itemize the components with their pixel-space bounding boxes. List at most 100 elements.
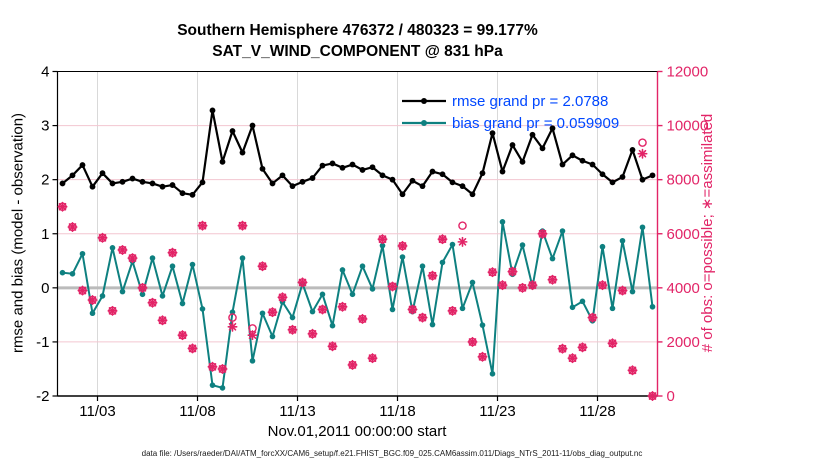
rmse-point [149, 180, 156, 187]
bias-point [139, 291, 146, 298]
obs-assimilated-marker [547, 274, 558, 285]
obs-assimilated-marker [517, 282, 528, 293]
x-tick-label: 11/18 [379, 403, 415, 420]
obs-assimilated-marker [387, 281, 398, 292]
rmse-point [609, 179, 616, 186]
rmse-point [269, 180, 276, 187]
left-tick-label: -1 [36, 334, 49, 351]
rmse-point [219, 158, 226, 165]
obs-asterisk-arm [138, 284, 147, 292]
obs-asterisk-arm [278, 293, 287, 302]
rmse-point [629, 147, 636, 153]
left-tick-label: 2 [41, 172, 49, 189]
obs-assimilated-marker [157, 315, 168, 326]
rmse-point [239, 149, 246, 156]
obs-assimilated-marker [57, 201, 68, 212]
rmse-point [599, 171, 606, 178]
obs-asterisk-arm [628, 366, 637, 375]
obs-asterisk-arm [118, 246, 127, 254]
obs-asterisk-arm [428, 271, 437, 280]
obs-asterisk-arm [378, 235, 387, 243]
obs-asterisk-arm [608, 339, 617, 348]
rmse-point [119, 178, 126, 185]
obs-asterisk-arm [508, 267, 517, 276]
obs-assimilated-marker [247, 330, 258, 341]
rmse-point [209, 107, 216, 114]
obs-assimilated-marker [647, 390, 658, 402]
obs-asterisk-arm [538, 229, 547, 238]
bias-point [419, 263, 426, 270]
bias-point [359, 263, 366, 270]
rmse-point [469, 191, 476, 198]
bias-point [189, 261, 196, 268]
bias-point [599, 243, 606, 250]
obs-asterisk-arm [308, 330, 317, 338]
bias-point [649, 303, 656, 310]
rmse-point [159, 183, 166, 190]
bias-point [249, 358, 256, 364]
rmse-point [79, 162, 86, 168]
rmse-point [109, 180, 116, 187]
obs-asterisk-arm [248, 331, 257, 339]
rmse-point [489, 130, 496, 137]
bias-point [289, 314, 296, 321]
obs-asterisk-arm [578, 343, 587, 352]
bias-point [89, 310, 96, 317]
obs-assimilated-marker [337, 301, 348, 312]
obs-assimilated-marker [627, 365, 638, 376]
obs-asterisk-arm [588, 313, 597, 322]
bias-point [439, 259, 446, 266]
obs-asterisk-arm [218, 365, 227, 373]
rmse-point [459, 183, 466, 190]
rmse-point [589, 161, 596, 168]
obs-asterisk-arm [88, 296, 97, 304]
rmse-point [559, 161, 566, 168]
rmse-point [449, 179, 456, 186]
obs-assimilated-marker [607, 338, 618, 349]
obs-assimilated-marker [437, 234, 448, 245]
bias-point [569, 304, 576, 311]
obs-asterisk-arm [188, 344, 197, 353]
bias-point [269, 333, 276, 340]
rmse-point [259, 165, 266, 172]
obs-asterisk-arm [388, 282, 397, 291]
rmse-point [399, 191, 406, 198]
bias-point [319, 291, 326, 298]
obs-assimilated-marker [257, 261, 268, 272]
bias-point [619, 237, 626, 244]
right-tick-label: 0 [667, 388, 675, 405]
obs-assimilated-marker [637, 148, 648, 159]
obs-asterisk-arm [298, 278, 307, 287]
x-tick-label: 11/23 [479, 403, 515, 420]
obs-assimilated-marker [107, 305, 118, 316]
rmse-point [389, 176, 396, 183]
rmse-point [539, 145, 546, 152]
obs-assimilated-marker [187, 343, 198, 354]
obs-asterisk-arm [638, 149, 647, 158]
x-tick-label: 11/08 [179, 403, 215, 420]
obs-asterisk-arm [268, 308, 277, 316]
obs-assimilated-marker [67, 221, 78, 232]
obs-assimilated-marker [407, 304, 418, 315]
obs-assimilated-marker [197, 220, 208, 231]
obs-asterisk-arm [568, 354, 577, 362]
rmse-point [99, 170, 106, 177]
obs-asterisk-arm [208, 362, 217, 371]
bias-point [209, 382, 216, 388]
rmse-point [409, 177, 416, 184]
obs-assimilated-marker [457, 236, 468, 247]
obs-asterisk-arm [408, 305, 417, 314]
bias-point [309, 308, 316, 315]
obs-assimilated-marker [477, 351, 488, 362]
obs-asterisk-arm [438, 235, 447, 243]
bias-point [219, 385, 226, 391]
rmse-point [499, 168, 506, 175]
bias-point [639, 224, 646, 231]
obs-asterisk-arm [258, 262, 267, 271]
obs-assimilated-marker [177, 330, 188, 341]
obs-assimilated-marker [577, 342, 588, 353]
rmse-point [59, 180, 66, 187]
left-tick-label: 3 [41, 118, 49, 135]
left-tick-label: 1 [41, 226, 49, 243]
rmse-point [569, 152, 576, 159]
